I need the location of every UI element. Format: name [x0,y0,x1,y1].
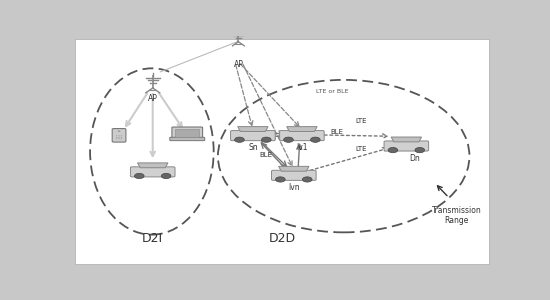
Text: LTE: LTE [355,146,366,152]
Polygon shape [287,127,317,131]
Circle shape [161,173,171,178]
Circle shape [118,137,120,138]
Polygon shape [138,163,168,168]
Text: LTE: LTE [355,118,366,124]
Text: Dn: Dn [410,154,421,163]
FancyBboxPatch shape [384,141,428,151]
Text: Sn: Sn [248,143,258,152]
Circle shape [118,130,120,132]
Text: BLE: BLE [259,152,272,158]
Circle shape [261,137,271,142]
Text: D2D: D2D [268,232,295,245]
FancyBboxPatch shape [170,137,205,141]
Circle shape [311,137,320,142]
Text: AP: AP [148,94,158,103]
FancyBboxPatch shape [230,130,275,141]
Circle shape [276,177,285,182]
Circle shape [302,177,312,182]
Circle shape [284,137,293,142]
Text: Ivn: Ivn [288,183,300,192]
Text: LTE or BLE: LTE or BLE [316,89,348,94]
Circle shape [134,173,144,178]
Polygon shape [238,127,268,131]
FancyBboxPatch shape [279,130,324,141]
Circle shape [121,137,122,138]
Text: lv1: lv1 [296,143,307,152]
Circle shape [415,148,425,153]
Text: AP: AP [233,60,243,69]
Polygon shape [391,137,421,142]
Circle shape [388,148,398,153]
Circle shape [235,137,244,142]
Circle shape [116,137,117,138]
FancyBboxPatch shape [112,129,126,142]
Polygon shape [279,167,309,171]
Text: D2I: D2I [141,232,162,245]
Text: BLE: BLE [330,129,343,135]
FancyBboxPatch shape [130,167,175,177]
Text: Transmission
Range: Transmission Range [432,206,481,225]
FancyBboxPatch shape [175,129,199,137]
FancyBboxPatch shape [172,127,202,139]
FancyBboxPatch shape [75,40,488,263]
FancyBboxPatch shape [272,170,316,180]
